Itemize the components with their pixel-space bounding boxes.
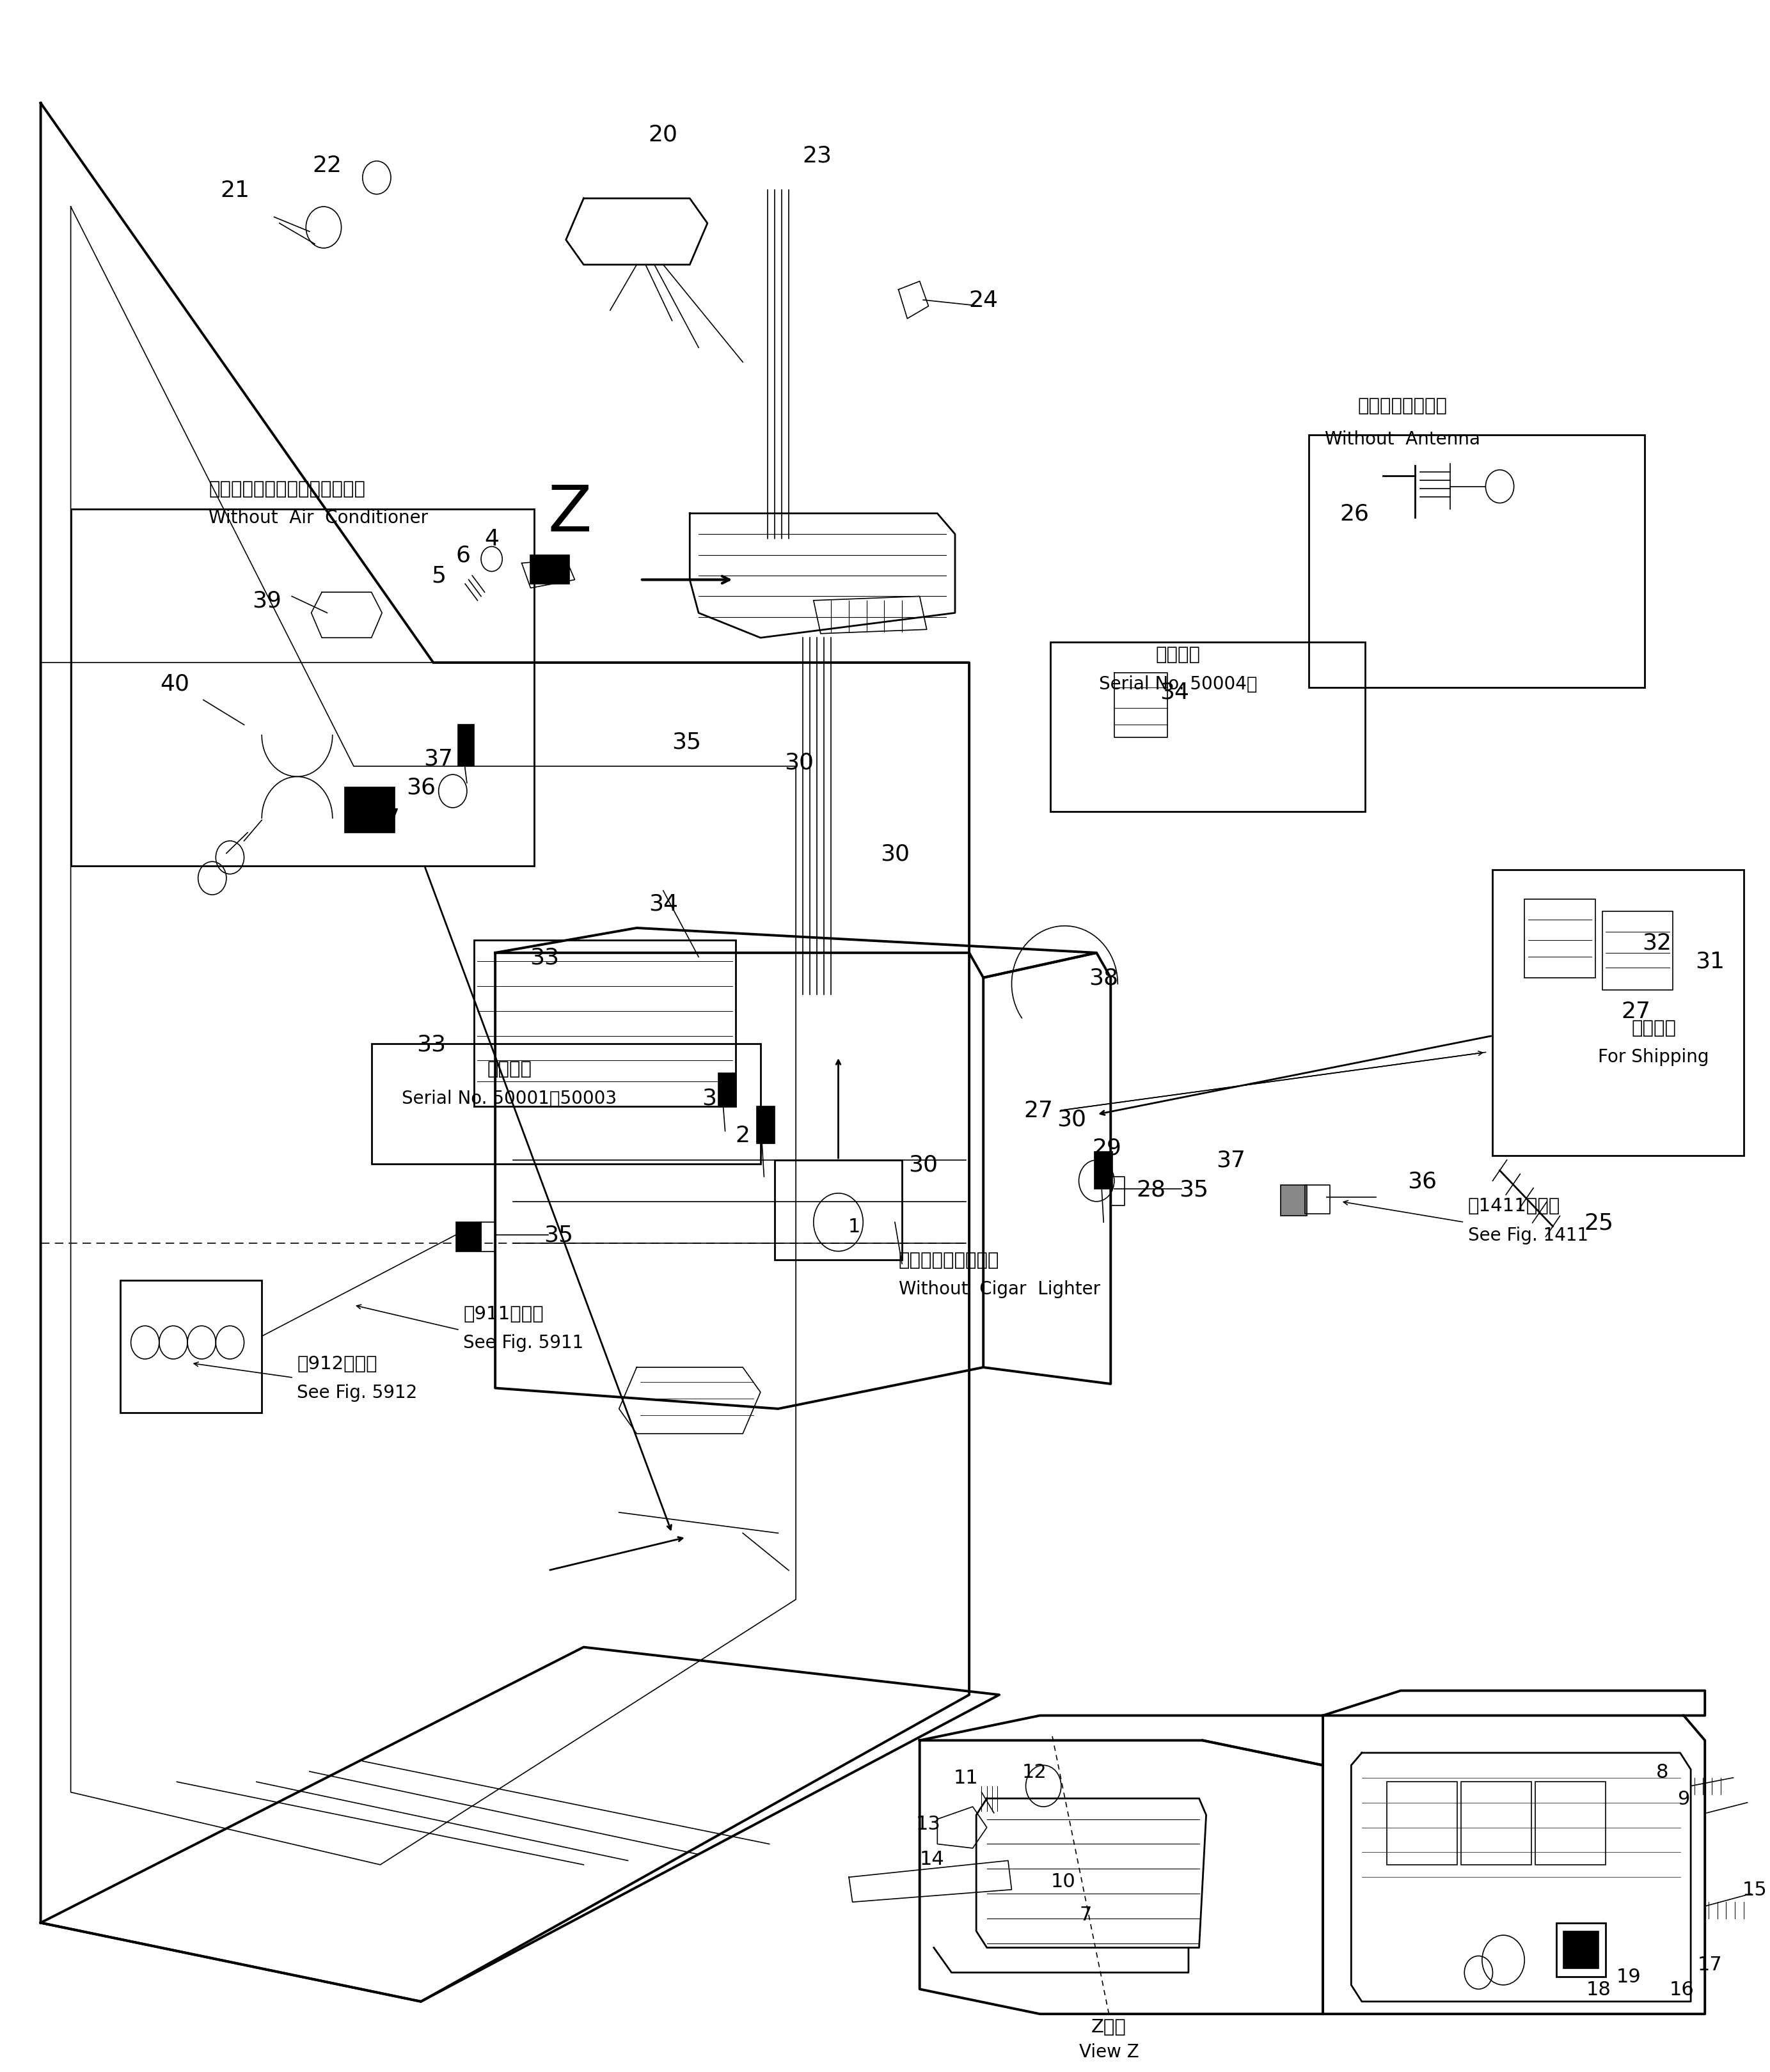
- Text: 7: 7: [1080, 1906, 1092, 1923]
- Text: 28: 28: [1136, 1179, 1166, 1200]
- Text: Serial No. 50004～: Serial No. 50004～: [1099, 675, 1257, 692]
- Text: 笥912図参照: 笥912図参照: [297, 1355, 377, 1372]
- Bar: [1492, 870, 1743, 1156]
- Bar: [1308, 435, 1644, 688]
- Text: 22: 22: [313, 155, 342, 176]
- Text: 33: 33: [416, 1034, 446, 1055]
- Bar: [71, 510, 535, 866]
- Text: Serial No. 50001～50003: Serial No. 50001～50003: [402, 1090, 618, 1106]
- Text: 12: 12: [1023, 1763, 1048, 1780]
- Text: For Shipping: For Shipping: [1598, 1048, 1710, 1065]
- Bar: [1460, 1782, 1531, 1865]
- Text: 35: 35: [1179, 1179, 1209, 1200]
- Text: 17: 17: [1697, 1956, 1722, 1973]
- Bar: [1535, 1782, 1605, 1865]
- Text: 適用号機: 適用号機: [487, 1061, 531, 1077]
- Bar: [120, 1280, 262, 1413]
- Text: 11: 11: [954, 1769, 979, 1786]
- Bar: [345, 787, 395, 833]
- Text: 37: 37: [1216, 1150, 1246, 1171]
- Text: 36: 36: [1407, 1171, 1437, 1191]
- Text: 14: 14: [920, 1850, 945, 1867]
- Bar: [1096, 1152, 1112, 1189]
- Text: 5: 5: [432, 566, 446, 586]
- Text: 運搞部品: 運搞部品: [1632, 1019, 1676, 1036]
- Text: シガライタ未装着時: シガライタ未装着時: [899, 1251, 1000, 1268]
- Text: 19: 19: [1616, 1968, 1641, 1985]
- Bar: [1280, 1185, 1306, 1216]
- Bar: [372, 1044, 761, 1164]
- Text: 30: 30: [1057, 1109, 1087, 1129]
- Text: 9: 9: [1678, 1790, 1690, 1807]
- Text: 33: 33: [529, 947, 559, 968]
- Text: Without  Air  Conditioner: Without Air Conditioner: [209, 510, 428, 526]
- Text: 34: 34: [1159, 682, 1189, 702]
- Text: 適用号機: 適用号機: [1156, 646, 1200, 663]
- Text: 27: 27: [1023, 1100, 1053, 1121]
- Text: See Fig. 5911: See Fig. 5911: [464, 1334, 584, 1351]
- Text: 38: 38: [1089, 968, 1119, 988]
- Text: 笥911図参照: 笥911図参照: [464, 1305, 543, 1322]
- Text: 8: 8: [1657, 1763, 1669, 1780]
- Text: 笥1411図参照: 笥1411図参照: [1467, 1198, 1561, 1214]
- Bar: [1602, 912, 1673, 990]
- Text: 27: 27: [372, 808, 400, 829]
- Text: 30: 30: [784, 752, 814, 773]
- Text: 27: 27: [1621, 1001, 1651, 1021]
- Text: 1: 1: [848, 1218, 860, 1235]
- Bar: [1524, 899, 1595, 978]
- Text: 2: 2: [736, 1125, 750, 1146]
- Text: Z　視: Z 視: [1092, 2018, 1126, 2035]
- Text: エアーコンディショナ未装着時: エアーコンディショナ未装着時: [209, 481, 365, 497]
- Text: Without  Antenna: Without Antenna: [1324, 431, 1480, 448]
- Text: 40: 40: [161, 673, 189, 694]
- Text: 13: 13: [917, 1815, 942, 1832]
- Text: Z: Z: [547, 483, 591, 545]
- Text: 26: 26: [1340, 503, 1370, 524]
- Text: See Fig. 1411: See Fig. 1411: [1467, 1227, 1588, 1243]
- Text: 20: 20: [648, 124, 678, 145]
- Text: 35: 35: [543, 1225, 573, 1245]
- Bar: [1051, 642, 1365, 812]
- Text: 4: 4: [485, 528, 499, 549]
- Text: 30: 30: [880, 843, 910, 864]
- Text: 6: 6: [457, 545, 471, 566]
- Text: 3: 3: [703, 1088, 717, 1109]
- Bar: [531, 555, 570, 584]
- Text: 24: 24: [968, 290, 998, 311]
- Bar: [474, 941, 736, 1106]
- Bar: [719, 1073, 736, 1106]
- Text: 39: 39: [253, 591, 281, 611]
- Text: 29: 29: [1092, 1138, 1122, 1158]
- Text: 32: 32: [1643, 932, 1673, 953]
- Text: 15: 15: [1742, 1881, 1766, 1898]
- Text: 36: 36: [405, 777, 435, 798]
- Text: 30: 30: [908, 1154, 938, 1175]
- Bar: [458, 725, 474, 767]
- Text: 18: 18: [1586, 1981, 1611, 1997]
- Text: 16: 16: [1669, 1981, 1694, 1997]
- Text: View Z: View Z: [1080, 2043, 1138, 2060]
- Bar: [1386, 1782, 1457, 1865]
- Bar: [457, 1222, 481, 1251]
- Bar: [775, 1160, 903, 1260]
- Text: 34: 34: [648, 893, 678, 914]
- Text: 37: 37: [423, 748, 453, 769]
- Text: 25: 25: [1584, 1212, 1614, 1233]
- Bar: [1563, 1931, 1598, 1968]
- Text: 35: 35: [671, 731, 701, 752]
- Bar: [1556, 1923, 1605, 1977]
- Text: アンテナ未装着時: アンテナ未装着時: [1358, 398, 1448, 414]
- Text: 23: 23: [802, 145, 832, 166]
- Text: 10: 10: [1051, 1873, 1076, 1890]
- Text: See Fig. 5912: See Fig. 5912: [297, 1384, 418, 1401]
- Text: 31: 31: [1696, 951, 1726, 972]
- Bar: [758, 1106, 775, 1144]
- Text: 21: 21: [221, 180, 250, 201]
- Text: Without  Cigar  Lighter: Without Cigar Lighter: [899, 1280, 1099, 1297]
